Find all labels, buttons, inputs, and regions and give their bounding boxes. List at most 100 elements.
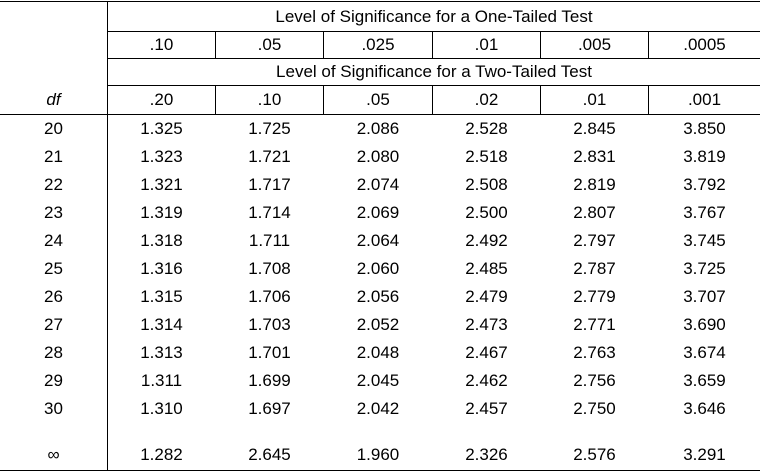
value-cell: 1.315 [140,287,183,306]
rule-col-1 [215,31,216,58]
value-cell: 3.850 [683,119,726,138]
rule-bottom [0,470,760,471]
rule-col-3b [432,85,433,114]
value-cell: 2.819 [573,175,616,194]
one-tailed-level: .05 [257,35,282,54]
value-cell: 1.711 [248,231,291,250]
df-cell: 21 [44,147,63,166]
value-cell: 2.518 [465,147,508,166]
value-cell: 2.779 [573,287,616,306]
two-tailed-level: .20 [149,90,174,109]
value-cell: 2.807 [573,203,616,222]
value-cell: 2.508 [465,175,508,194]
value-cell: 2.750 [573,399,616,418]
value-cell: 1.714 [248,203,291,222]
value-cell: 1.310 [140,399,183,418]
value-cell: 1.314 [140,315,183,334]
value-cell: 1.321 [140,175,183,194]
one-tailed-title: Level of Significance for a One-Tailed T… [275,6,593,26]
value-cell: 2.042 [356,399,400,418]
value-cell: 1.725 [248,119,291,138]
value-cell: 2.479 [465,287,508,306]
value-cell: 3.725 [683,259,726,278]
value-cell: 2.771 [573,315,616,334]
value-cell: 1.701 [248,343,291,362]
value-cell: 1.697 [248,399,291,418]
value-cell: 2.086 [356,119,400,138]
value-cell: 3.690 [683,315,726,334]
value-cell: 1.960 [356,445,400,464]
value-cell: 2.763 [573,343,616,362]
value-cell: 2.645 [248,445,291,464]
two-tailed-level: .05 [366,90,390,109]
value-cell: 3.674 [683,343,726,362]
value-cell: 2.831 [573,147,616,166]
value-cell: 2.576 [573,445,616,464]
value-cell: 2.485 [465,259,508,278]
df-cell: 26 [44,287,63,306]
value-cell: 1.708 [248,259,291,278]
value-cell: 1.721 [248,147,291,166]
df-cell: 20 [44,119,63,138]
value-cell: 2.457 [465,399,508,418]
one-tailed-level: .10 [149,35,174,54]
rule-col-4 [540,31,541,58]
value-cell: 2.052 [356,315,400,334]
value-cell: 2.074 [356,175,400,194]
value-cell: 3.745 [683,231,726,250]
df-cell: 23 [44,203,63,222]
value-cell: 3.792 [683,175,726,194]
df-cell: 25 [44,259,63,278]
rule-col-5b [648,85,649,114]
one-tailed-level: .0005 [683,35,726,54]
rule-col-2b [323,85,324,114]
two-tailed-level: .01 [582,90,607,109]
one-tailed-level: .005 [577,35,612,54]
one-tailed-level: .025 [361,35,395,54]
rule-two-tailed-title [107,85,760,86]
rule-top [0,1,760,2]
value-cell: 2.048 [356,343,400,362]
value-cell: 3.767 [683,203,726,222]
value-cell: 3.659 [683,371,726,390]
df-cell: 22 [44,175,63,194]
value-cell: 2.845 [573,119,616,138]
rule-one-tailed-levels [107,58,760,59]
value-cell: 2.045 [356,371,400,390]
value-cell: 3.819 [683,147,726,166]
rule-col-3 [432,31,433,58]
df-header: df [46,90,61,109]
value-cell: 1.699 [248,371,291,390]
two-tailed-title: Level of Significance for a Two-Tailed T… [276,62,592,81]
value-cell: 2.056 [356,287,400,306]
value-cell: 2.462 [465,371,508,390]
value-cell: 2.500 [465,203,508,222]
df-cell: 24 [44,231,63,250]
one-tailed-level: .01 [474,35,499,54]
value-cell: 3.646 [683,399,726,418]
two-tailed-level: .10 [257,90,282,109]
value-cell: 1.706 [248,287,291,306]
df-cell: 28 [44,343,63,362]
value-cell: 2.069 [356,203,400,222]
value-cell: 2.064 [356,231,400,250]
rule-header-bottom [0,114,760,115]
rule-one-tailed-title [107,31,760,32]
rule-df-separator [107,1,108,471]
value-cell: 2.326 [465,445,508,464]
two-tailed-level: .001 [687,90,722,109]
value-cell: 1.316 [140,259,183,278]
value-cell: 1.282 [140,445,183,464]
value-cell: 2.528 [465,119,508,138]
value-cell: 2.756 [573,371,616,390]
rule-col-1b [215,85,216,114]
rule-col-4b [540,85,541,114]
value-cell: 1.319 [140,203,183,222]
value-cell: 2.060 [356,259,400,278]
value-cell: 1.318 [140,231,183,250]
value-cell: 3.291 [683,445,726,464]
value-cell: 3.707 [683,287,726,306]
value-cell: 1.717 [248,175,291,194]
value-cell: 1.313 [140,343,183,362]
